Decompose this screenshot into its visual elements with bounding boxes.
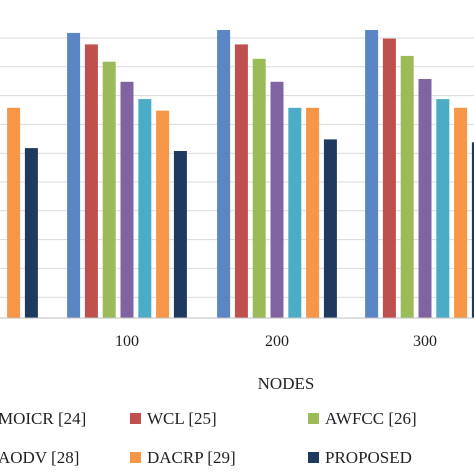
- x-tick-label: 200: [265, 333, 289, 350]
- x-axis-label: NODES: [258, 374, 315, 393]
- bar: [138, 99, 152, 318]
- legend-label: AWFCC [26]: [325, 409, 417, 428]
- bars: [7, 30, 474, 319]
- legend-label: MOICR [24]: [0, 409, 86, 428]
- bar: [217, 30, 231, 318]
- bar: [252, 58, 266, 319]
- x-tick-label: 300: [413, 333, 437, 350]
- legend-swatch: [130, 413, 141, 424]
- x-tick-label: 100: [115, 333, 139, 350]
- legend: MOICR [24] WCL [25] AWFCC [26] AODV [28] DAC…: [0, 409, 417, 467]
- legend-swatch: [308, 452, 319, 463]
- legend-label: DACRP [29]: [147, 448, 236, 467]
- bar: [120, 81, 134, 318]
- bar: [288, 107, 302, 318]
- bar: [102, 61, 116, 318]
- bar: [306, 107, 320, 318]
- x-tick-labels: 100 200 300: [115, 333, 437, 350]
- bar: [454, 107, 468, 318]
- legend-swatch: [130, 452, 141, 463]
- bar: [7, 107, 21, 318]
- bar: [400, 55, 414, 319]
- bar: [173, 151, 187, 318]
- bar: [67, 32, 81, 319]
- bar: [418, 79, 432, 318]
- bar: [436, 99, 450, 318]
- legend-label: WCL [25]: [147, 409, 217, 428]
- bar: [323, 139, 337, 318]
- bar: [471, 142, 474, 318]
- legend-label: AODV [28]: [0, 448, 79, 467]
- legend-label: PROPOSED: [325, 448, 412, 467]
- bar: [156, 110, 170, 318]
- bar: [234, 44, 248, 319]
- bar: [84, 44, 98, 319]
- legend-swatch: [308, 413, 319, 424]
- bar: [365, 30, 379, 318]
- bar: [382, 38, 396, 318]
- bar: [270, 81, 284, 318]
- bar: [24, 148, 38, 318]
